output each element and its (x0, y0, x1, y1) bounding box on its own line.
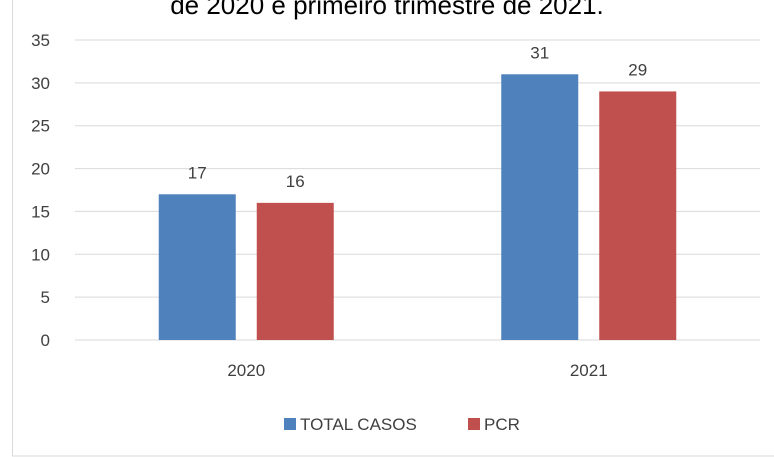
chart-title: de 2020 e primeiro trimestre de 2021. (170, 0, 604, 20)
y-tick-label: 20 (31, 160, 50, 179)
x-tick-label: 2020 (227, 361, 265, 380)
bar (158, 194, 236, 340)
y-tick-label: 10 (31, 245, 50, 264)
y-tick-label: 15 (31, 202, 50, 221)
data-label: 16 (286, 172, 305, 191)
bar (501, 74, 579, 341)
y-tick-label: 35 (31, 31, 50, 50)
legend-label: PCR (484, 415, 520, 434)
y-tick-label: 5 (41, 288, 50, 307)
chart-frame (12, 0, 774, 457)
y-tick-label: 0 (41, 331, 50, 350)
data-label: 17 (188, 163, 207, 182)
x-tick-label: 2021 (570, 361, 608, 380)
legend-swatch (284, 418, 296, 430)
data-label: 29 (628, 60, 647, 79)
legend-swatch (468, 418, 480, 430)
y-tick-label: 30 (31, 74, 50, 93)
bar (599, 91, 677, 340)
legend-label: TOTAL CASOS (300, 415, 417, 434)
bar (256, 202, 334, 340)
data-label: 31 (530, 43, 549, 62)
y-tick-label: 25 (31, 117, 50, 136)
